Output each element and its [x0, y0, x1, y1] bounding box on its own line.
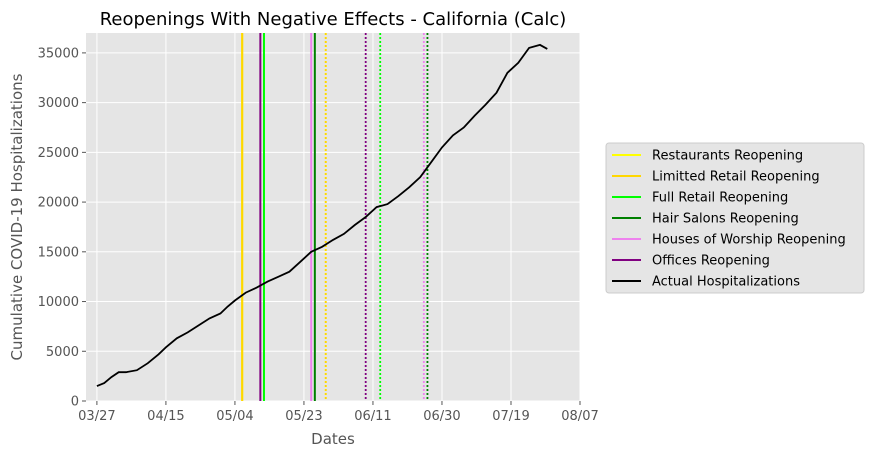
y-tick-label: 30000: [38, 96, 79, 111]
y-tick-label: 35000: [38, 46, 79, 61]
plot-area: [86, 33, 580, 401]
y-tick-label: 20000: [38, 196, 79, 211]
reopening-lines: [241, 33, 429, 401]
legend-label: Limitted Retail Reopening: [652, 170, 820, 185]
x-tick-label: 03/27: [78, 409, 115, 424]
legend-box: [605, 142, 865, 294]
x-axis-ticks: 03/27 04/15 05/04 05/23 06/11 06/30 07/19 08/07: [78, 401, 599, 424]
x-tick-label: 06/11: [354, 409, 391, 424]
y-axis-ticks: 0 5000 10000 15000 20000 25000 30000 35000: [38, 46, 86, 410]
y-tick-label: 0: [71, 395, 79, 410]
x-tick-label: 07/19: [492, 409, 529, 424]
y-tick-label: 10000: [38, 295, 79, 310]
legend-label: Restaurants Reopening: [652, 149, 803, 164]
y-axis-label: Cumulative COVID-19 Hospitalizations: [8, 73, 26, 360]
x-tick-label: 06/30: [423, 409, 460, 424]
x-tick-label: 05/23: [285, 409, 322, 424]
x-tick-label: 04/15: [147, 409, 184, 424]
y-tick-label: 25000: [38, 146, 79, 161]
x-tick-label: 08/07: [561, 409, 598, 424]
legend-label: Full Retail Reopening: [652, 191, 788, 206]
x-tick-label: 05/04: [216, 409, 253, 424]
legend-label: Offices Reopening: [652, 254, 770, 269]
legend: Restaurants Reopening Limitted Retail Reo…: [605, 142, 865, 294]
chart-title: Reopenings With Negative Effects - Calif…: [100, 9, 567, 30]
legend-label: Actual Hospitalizations: [652, 275, 800, 290]
legend-label: Houses of Worship Reopening: [652, 233, 846, 248]
gridlines: [86, 33, 581, 402]
series-lines: [96, 43, 548, 387]
y-tick-label: 15000: [38, 245, 79, 260]
legend-label: Hair Salons Reopening: [652, 212, 799, 227]
series-line-actual-hospitalizations: [96, 43, 548, 387]
x-axis-label: Dates: [311, 430, 355, 448]
y-tick-label: 5000: [46, 345, 79, 360]
